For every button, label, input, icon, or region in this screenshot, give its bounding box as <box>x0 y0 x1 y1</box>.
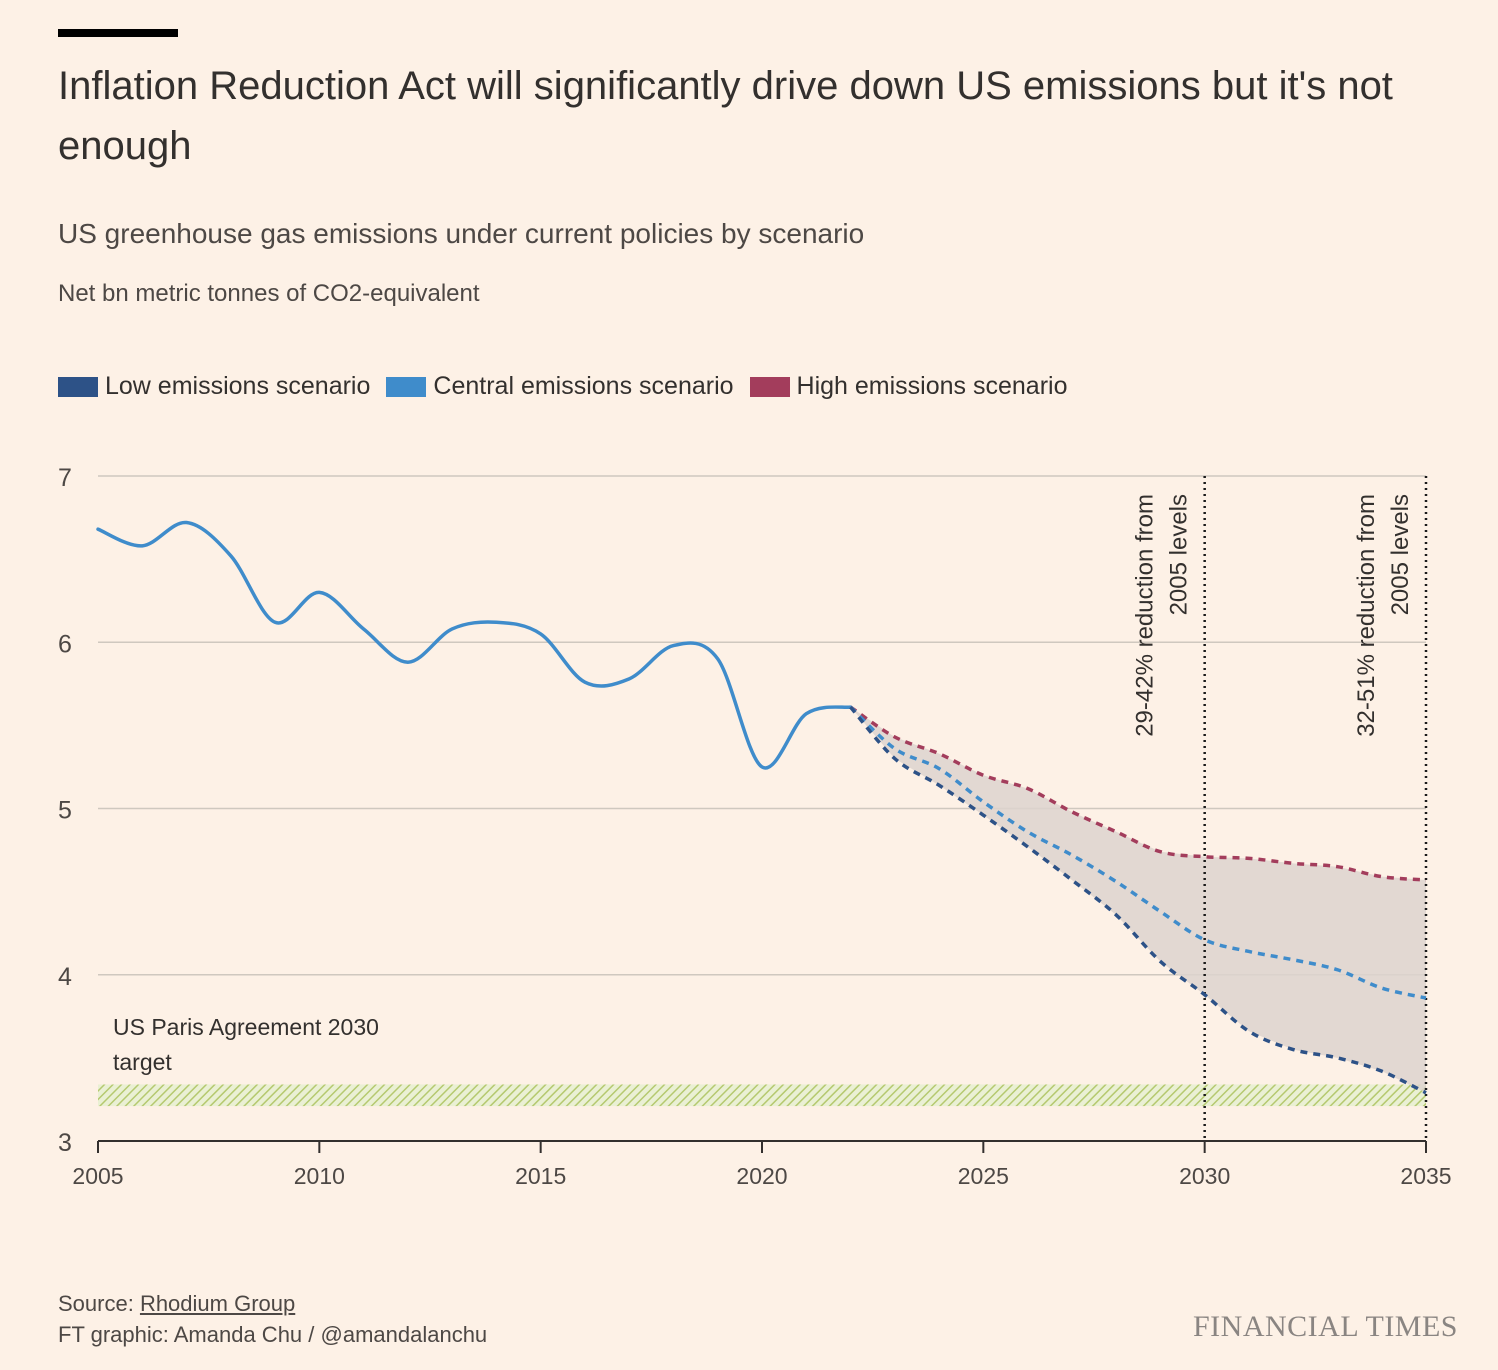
historical-emissions-line <box>96 520 853 770</box>
x-tick-label: 2020 <box>736 1163 787 1189</box>
legend-swatch-high <box>749 376 790 397</box>
annotation-line2: 2005 levels <box>1166 494 1193 615</box>
chart-title: Inflation Reduction Act will significant… <box>58 64 1393 168</box>
legend-item-low: Low emissions scenario <box>58 372 370 401</box>
legend-item-central: Central emissions scenario <box>386 372 734 401</box>
high-scenario-line <box>849 705 1427 882</box>
legend-label-central: Central emissions scenario <box>433 372 734 400</box>
x-tick-label: 2005 <box>72 1163 123 1189</box>
x-tick-label: 2025 <box>958 1163 1009 1189</box>
emissions-chart: 3 4 5 6 7 US Paris Agreement 2030 target 29-42%… <box>58 464 1452 1189</box>
y-tick-label: 7 <box>58 464 72 492</box>
x-tick-label: 2030 <box>1179 1163 1230 1189</box>
legend: Low emissions scenario Central emissions… <box>58 372 1083 401</box>
legend-item-high: High emissions scenario <box>749 372 1068 401</box>
legend-swatch-central <box>386 376 427 397</box>
chart-subtitle: US greenhouse gas emissions under curren… <box>58 218 865 249</box>
y-tick-label: 5 <box>58 797 72 825</box>
annotation-text-2035: 32-51% reduction from 2005 levels <box>1353 494 1414 737</box>
credit-line: FT graphic: Amanda Chu / @amandalanchu <box>58 1322 488 1347</box>
legend-swatch-low <box>58 376 98 397</box>
legend-label-low: Low emissions scenario <box>105 372 371 400</box>
legend-label-high: High emissions scenario <box>796 372 1068 400</box>
paris-target-band <box>98 1084 1426 1107</box>
y-tick-label: 3 <box>58 1129 72 1157</box>
paris-target-label: US Paris Agreement 2030 target <box>113 1014 379 1075</box>
top-accent-bar <box>58 29 178 37</box>
annotation-text-2030: 29-42% reduction from 2005 levels <box>1132 494 1193 737</box>
y-tick-label: 6 <box>58 630 72 658</box>
footer: Source: Rhodium Group FT graphic: Amanda… <box>58 1288 487 1350</box>
x-tick-label: 2015 <box>515 1163 566 1189</box>
annotation-line1: 29-42% reduction from <box>1132 494 1159 737</box>
source-prefix: Source: <box>58 1291 140 1316</box>
ft-logo: FINANCIAL TIMES <box>1192 1310 1458 1343</box>
x-tick-label: 2035 <box>1400 1163 1451 1189</box>
paris-target-label-line2: target <box>113 1049 172 1075</box>
annotation-line1: 32-51% reduction from <box>1353 494 1380 737</box>
y-tick-label: 4 <box>58 963 72 991</box>
low-scenario-line <box>849 705 1427 1095</box>
unit-label: Net bn metric tonnes of CO2-equivalent <box>58 280 480 307</box>
x-tick-label: 2010 <box>294 1163 345 1189</box>
scenario-range-area <box>850 707 1426 1093</box>
annotation-line2: 2005 levels <box>1387 494 1414 615</box>
source-line: Source: Rhodium Group <box>58 1288 487 1319</box>
source-link[interactable]: Rhodium Group <box>139 1291 296 1316</box>
paris-target-label-line1: US Paris Agreement 2030 <box>113 1014 379 1040</box>
